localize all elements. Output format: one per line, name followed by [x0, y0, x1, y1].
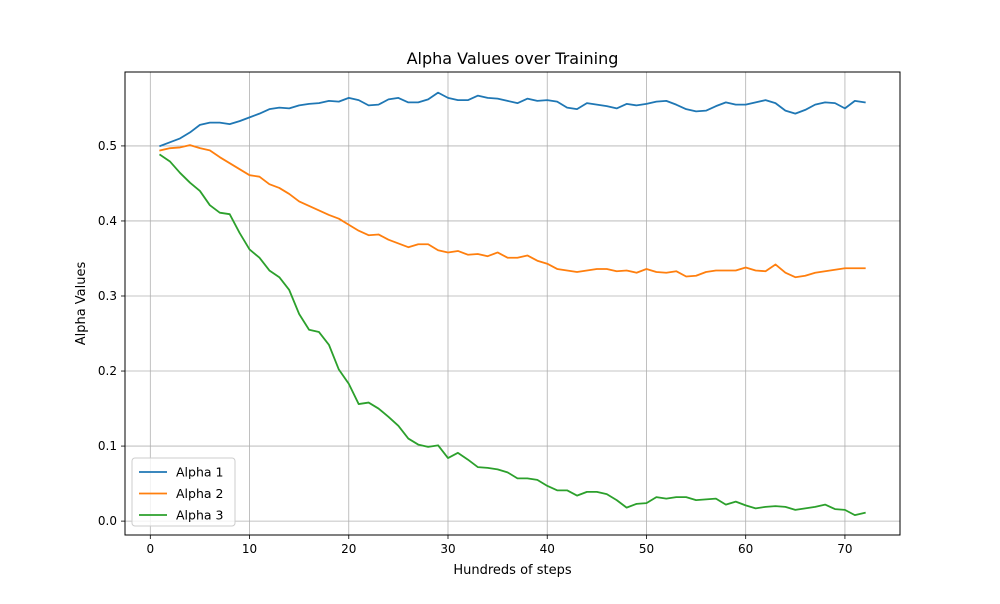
legend: Alpha 1 Alpha 2 Alpha 3	[131, 457, 236, 527]
grid	[125, 72, 900, 535]
x-tick-label: 20	[341, 542, 356, 556]
y-tick-label: 0.2	[98, 364, 117, 378]
legend-box	[131, 457, 236, 527]
x-tick-label: 40	[540, 542, 555, 556]
x-tick-label: 10	[242, 542, 257, 556]
x-tick-label: 0	[146, 542, 154, 556]
axis-ticks: 0 10 20 30 40 50 60 70 0.0 0.1 0.2 0.3 0.4 0.5	[98, 139, 853, 556]
x-tick-label: 50	[639, 542, 654, 556]
legend-label: Alpha 2	[176, 486, 223, 501]
y-axis-label: Alpha Values	[74, 261, 89, 345]
y-tick-label: 0.0	[98, 514, 117, 528]
x-axis-label: Hundreds of steps	[453, 563, 572, 578]
legend-label: Alpha 3	[176, 508, 223, 523]
series-line-alpha-2	[159, 144, 866, 279]
series-line-alpha-3	[158, 153, 866, 517]
plot-frame	[124, 71, 901, 536]
x-tick-label: 60	[738, 542, 753, 556]
chart-title: Alpha Values over Training	[407, 49, 619, 68]
y-tick-label: 0.4	[98, 214, 117, 228]
x-tick-label: 70	[837, 542, 852, 556]
series-line-alpha-1	[159, 91, 866, 148]
y-tick-label: 0.1	[98, 439, 117, 453]
y-tick-label: 0.5	[98, 139, 117, 153]
legend-label: Alpha 1	[176, 465, 223, 480]
y-tick-label: 0.3	[98, 289, 117, 303]
x-tick-label: 30	[440, 542, 455, 556]
series-lines	[158, 91, 866, 517]
